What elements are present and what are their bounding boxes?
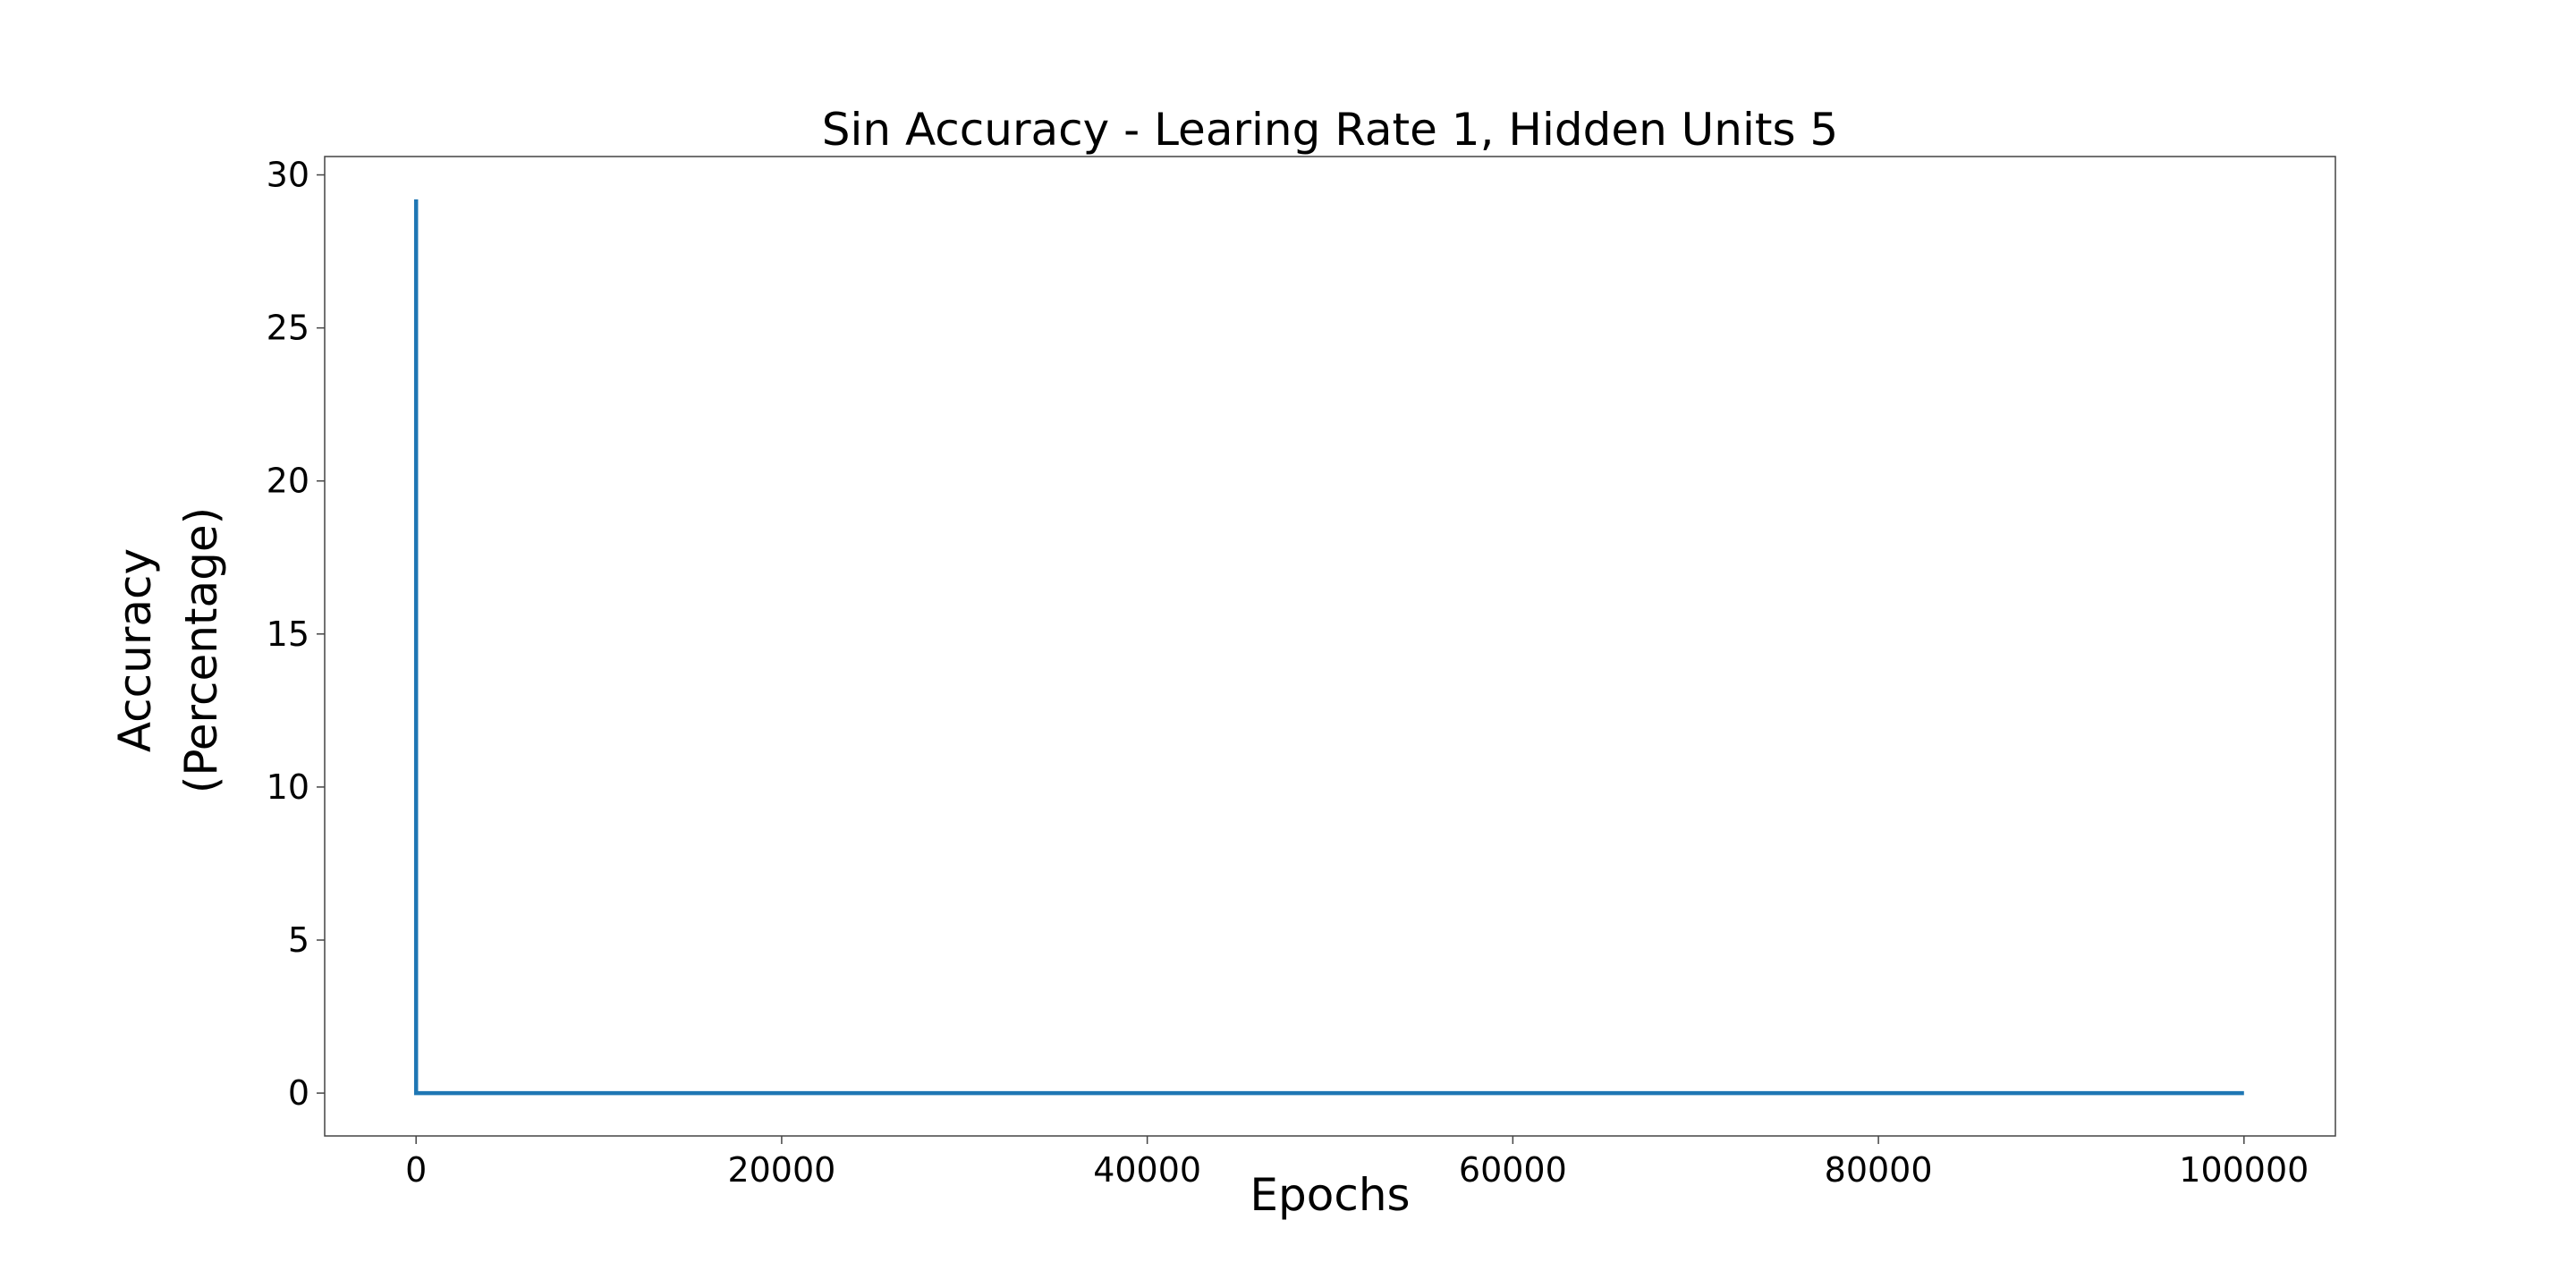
x-tick-label: 40000 bbox=[1093, 1150, 1201, 1190]
ticks-layer: 0 20000 40000 60000 80000 100000 0 5 10 15 20 25 30 bbox=[267, 156, 2309, 1190]
x-tick-label: 20000 bbox=[727, 1150, 835, 1190]
x-tick-label: 100000 bbox=[2179, 1150, 2309, 1190]
x-tick-label: 60000 bbox=[1459, 1150, 1567, 1190]
y-axis-label-line-2: (Percentage) bbox=[175, 507, 227, 793]
y-axis-label-line-1: Accuracy bbox=[109, 548, 161, 752]
chart-title: Sin Accuracy - Learing Rate 1, Hidden Un… bbox=[822, 104, 1838, 156]
x-tick-label: 0 bbox=[405, 1150, 427, 1190]
x-tick-label: 80000 bbox=[1825, 1150, 1933, 1190]
plot-frame bbox=[324, 156, 2336, 1137]
y-tick-label: 30 bbox=[267, 156, 309, 195]
y-tick-label: 0 bbox=[288, 1073, 309, 1113]
y-tick-label: 5 bbox=[288, 920, 309, 960]
y-tick-label: 15 bbox=[267, 614, 309, 654]
y-tick-label: 20 bbox=[267, 462, 309, 501]
series-layer bbox=[413, 199, 2244, 1096]
x-axis-label: Epochs bbox=[1250, 1169, 1410, 1221]
y-tick-label: 25 bbox=[267, 309, 309, 348]
y-axis-label: Accuracy (Percentage) bbox=[109, 507, 227, 793]
y-tick-label: 10 bbox=[267, 767, 309, 807]
series-line-0 bbox=[413, 199, 2244, 1096]
